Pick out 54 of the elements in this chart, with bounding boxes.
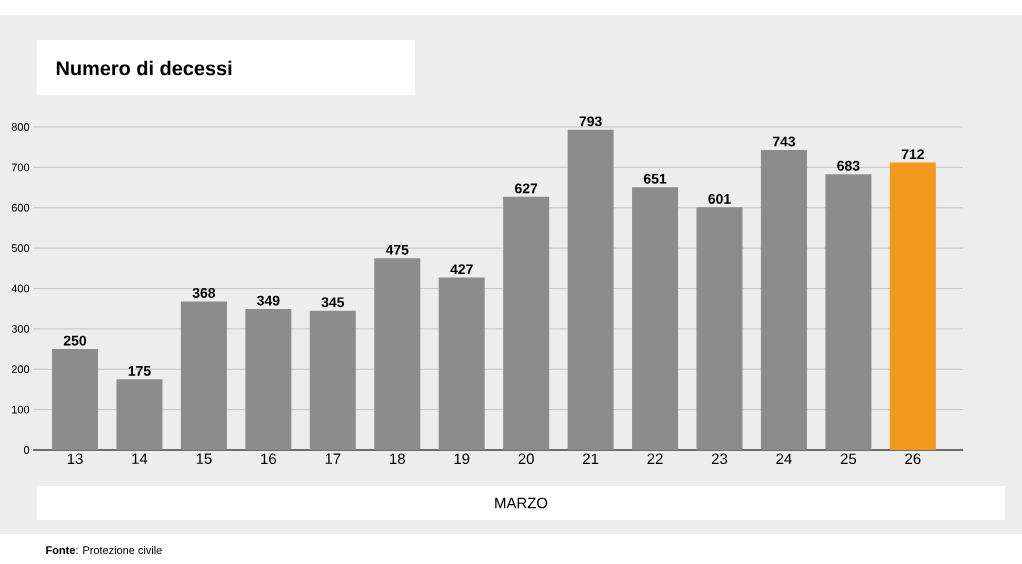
bar — [245, 309, 292, 450]
bar — [374, 258, 421, 450]
x-axis-title: MARZO — [495, 497, 548, 509]
x-tick-label: 15 — [196, 453, 212, 464]
y-tick-label: 600 — [11, 203, 30, 212]
x-tick-label: 22 — [647, 453, 663, 464]
data-label: 651 — [643, 173, 667, 184]
bar — [825, 174, 872, 450]
x-tick-label: 13 — [67, 453, 83, 465]
x-tick-label: 21 — [583, 453, 599, 464]
x-tick-label: 25 — [840, 453, 857, 465]
bar — [438, 277, 485, 450]
bar — [180, 301, 227, 450]
y-tick-label: 200 — [11, 365, 30, 374]
x-tick-label: 19 — [454, 453, 470, 465]
x-tick-label: 24 — [776, 453, 792, 464]
bar — [889, 162, 936, 450]
data-label: 475 — [385, 244, 409, 255]
x-tick-label: 20 — [518, 453, 534, 465]
bar — [503, 196, 550, 450]
y-tick-label: 800 — [11, 123, 30, 131]
y-tick-label: 700 — [11, 163, 30, 172]
data-label: 349 — [257, 295, 280, 306]
data-label: 175 — [128, 366, 151, 376]
bar — [632, 187, 679, 450]
x-tick-label: 18 — [390, 453, 405, 465]
x-tick-label: 16 — [261, 453, 277, 465]
y-tick-label: 400 — [11, 284, 30, 293]
bar — [567, 129, 614, 450]
x-tick-label: 23 — [711, 453, 728, 465]
data-label: 368 — [192, 287, 216, 298]
bar — [760, 150, 807, 450]
x-tick-label: 17 — [325, 453, 341, 464]
y-tick-label: 500 — [11, 244, 30, 252]
y-tick-label: 0 — [23, 446, 30, 454]
data-label: 250 — [63, 335, 87, 346]
bar — [309, 310, 356, 450]
data-label: 627 — [515, 183, 538, 194]
data-label: 601 — [708, 193, 731, 204]
data-label: 793 — [579, 116, 602, 127]
data-label: 427 — [450, 264, 473, 275]
y-tick-label: 100 — [12, 405, 30, 414]
data-label: 743 — [772, 136, 796, 147]
bar — [52, 349, 99, 450]
data-label: 345 — [321, 297, 345, 308]
bar — [116, 379, 163, 450]
x-tick-label: 14 — [132, 453, 148, 464]
text: Fonte: Protezione civile — [46, 545, 162, 555]
chart-title: Numero di decessi — [56, 60, 232, 76]
bar — [696, 207, 743, 450]
data-label: 712 — [901, 149, 924, 159]
x-tick-label: 26 — [905, 453, 921, 465]
data-label: 683 — [837, 160, 860, 171]
y-tick-label: 300 — [11, 324, 30, 333]
